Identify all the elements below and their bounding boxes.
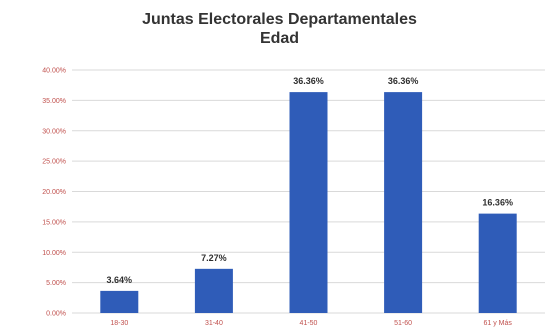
x-tick-label: 41-50 [300,320,318,327]
y-tick-label: 20.00% [42,189,66,196]
y-tick-label: 35.00% [42,98,66,105]
y-tick-label: 0.00% [46,311,66,318]
y-tick-label: 10.00% [42,250,66,257]
y-tick-label: 40.00% [42,68,66,75]
x-tick-label: 18-30 [110,320,128,327]
data-label: 36.36% [293,76,324,86]
data-label: 36.36% [388,76,419,86]
x-tick-label: 61 y Más [483,320,512,327]
bar [100,290,139,313]
data-label: 7.27% [201,253,227,263]
y-tick-label: 15.00% [42,219,66,226]
x-tick-label: 31-40 [205,320,223,327]
bar [194,268,233,313]
y-tick-label: 5.00% [46,280,66,287]
bar [384,92,423,313]
chart-title: Juntas Electorales Departamentales Edad [0,10,559,48]
y-tick-label: 25.00% [42,159,66,166]
y-tick-label: 30.00% [42,128,66,135]
data-label: 16.36% [482,198,513,208]
data-label: 3.64% [107,275,133,285]
chart-title-line-2: Edad [259,30,300,47]
chart-title-line-1: Juntas Electorales Departamentales [142,11,417,28]
x-tick-label: 51-60 [394,320,412,327]
bar [478,213,517,313]
bar [289,92,328,313]
